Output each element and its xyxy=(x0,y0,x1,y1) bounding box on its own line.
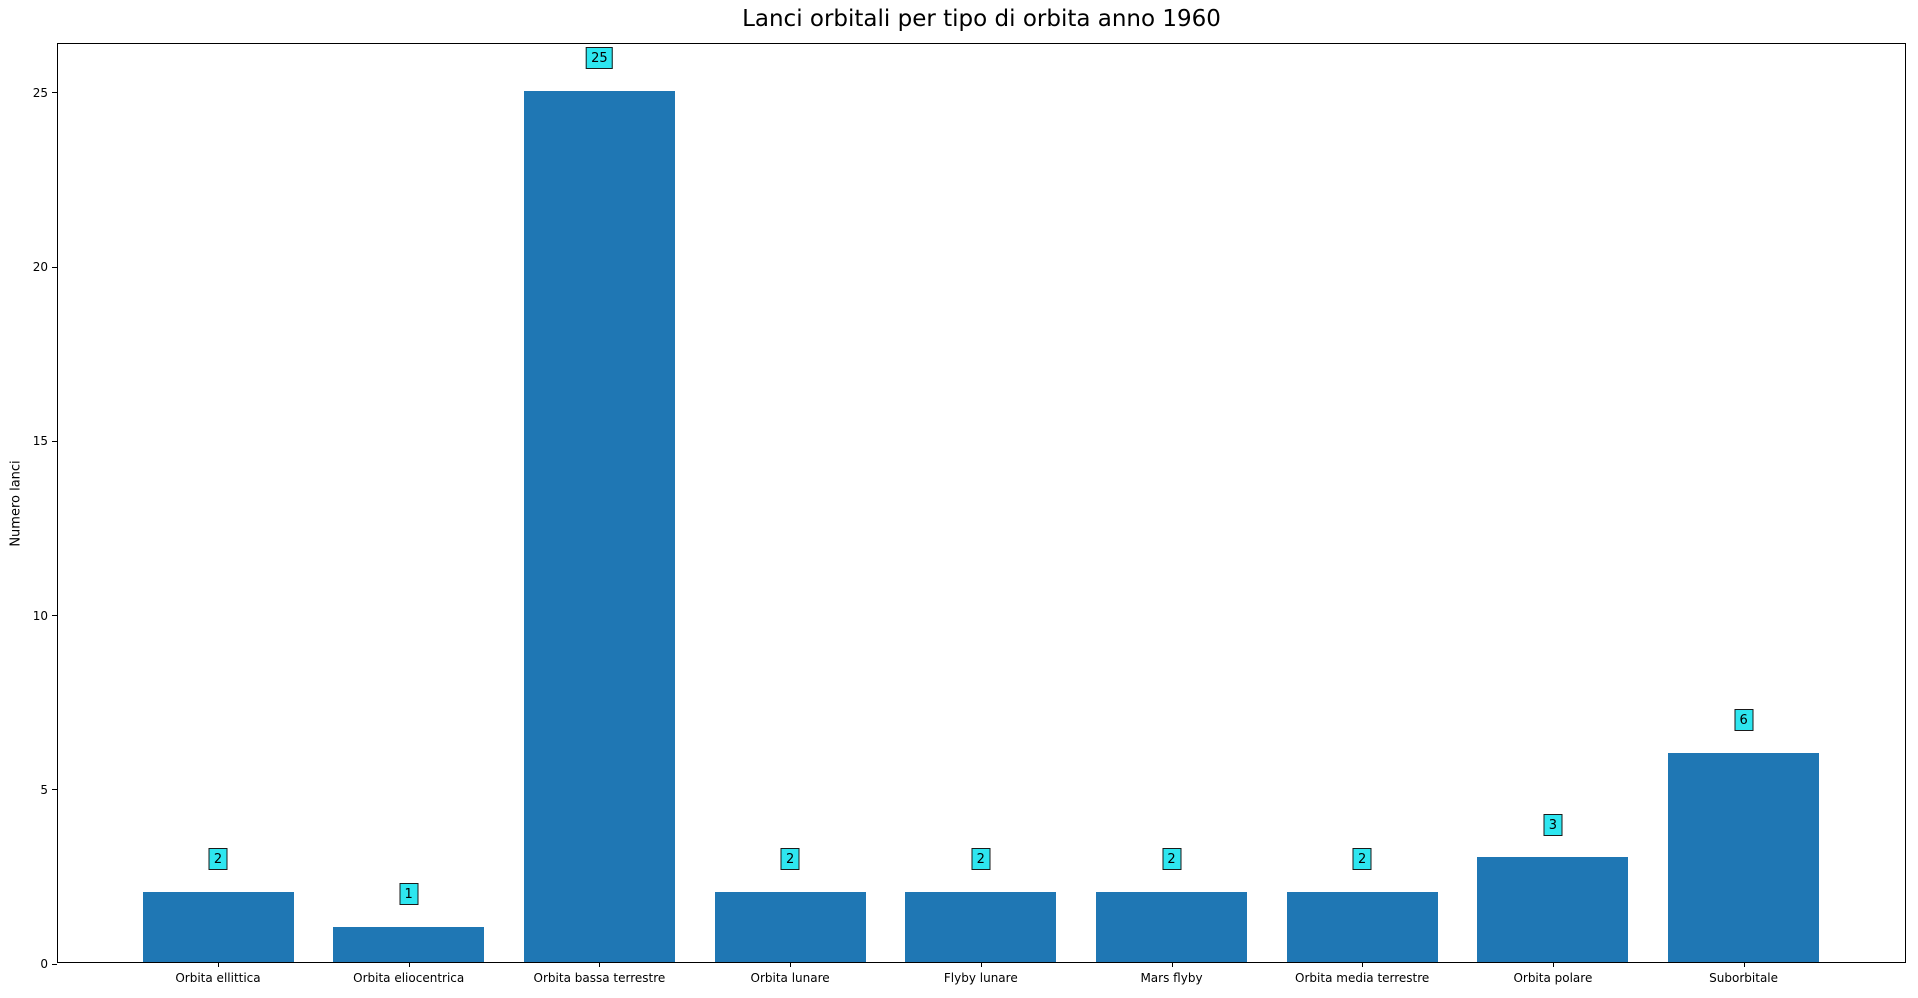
bar-orbita-polare xyxy=(1477,857,1629,962)
x-tick-label-suborbitale: Suborbitale xyxy=(1709,971,1779,985)
chart-title: Lanci orbitali per tipo di orbita anno 1… xyxy=(742,6,1221,32)
bar-orbita-media-terrestre xyxy=(1286,892,1438,962)
bar-value-label-orbita-ellittica: 2 xyxy=(208,848,228,871)
x-tick-label-orbita-bassa-terrestre: Orbita bassa terrestre xyxy=(533,971,666,985)
x-tick-label-flyby-lunare: Flyby lunare xyxy=(943,971,1018,985)
y-tick-25 xyxy=(52,92,57,94)
bar-value-label-flyby-lunare: 2 xyxy=(971,848,991,871)
y-tick-0 xyxy=(52,963,57,965)
x-tick-label-mars-flyby: Mars flyby xyxy=(1140,971,1203,985)
x-tick-label-orbita-lunare: Orbita lunare xyxy=(750,971,830,985)
bar-value-label-suborbitale: 6 xyxy=(1734,709,1754,732)
bar-orbita-eliocentrica xyxy=(333,927,485,962)
bar-orbita-bassa-terrestre xyxy=(523,90,675,962)
bar-suborbitale xyxy=(1668,752,1820,962)
x-tick-label-orbita-polare: Orbita polare xyxy=(1513,971,1593,985)
x-tick-label-orbita-media-terrestre: Orbita media terrestre xyxy=(1295,971,1430,985)
bar-value-label-orbita-eliocentrica: 1 xyxy=(399,883,419,906)
x-tick-orbita-polare xyxy=(1552,962,1554,967)
bar-orbita-lunare xyxy=(714,892,866,962)
bar-orbita-ellittica xyxy=(142,892,294,962)
bar-value-label-orbita-media-terrestre: 2 xyxy=(1352,848,1372,871)
bar-value-label-mars-flyby: 2 xyxy=(1162,848,1181,871)
y-axis-label-container: Numero lanci xyxy=(2,43,30,963)
y-tick-5 xyxy=(52,789,57,791)
y-tick-label-5: 5 xyxy=(40,782,48,797)
x-tick-suborbitale xyxy=(1743,962,1745,967)
y-tick-20 xyxy=(52,266,57,268)
x-tick-orbita-media-terrestre xyxy=(1362,962,1364,967)
bar-flyby-lunare xyxy=(905,892,1057,962)
x-tick-orbita-ellittica xyxy=(218,962,219,967)
x-tick-mars-flyby xyxy=(1171,962,1173,967)
y-tick-15 xyxy=(52,440,57,442)
y-tick-label-15: 15 xyxy=(32,434,48,449)
plot-area: 0 5 10 15 20 25 2 Orbita ellittica 1 Orbita elioc… xyxy=(33,43,1906,985)
bar-value-label-orbita-bassa-terrestre: 25 xyxy=(586,46,613,69)
y-tick-label-0: 0 xyxy=(40,957,48,971)
bar-value-label-orbita-polare: 3 xyxy=(1543,813,1563,836)
bar-value-label-orbita-lunare: 2 xyxy=(780,848,800,871)
y-axis-label: Numero lanci xyxy=(8,459,24,547)
y-tick-label-10: 10 xyxy=(32,608,48,623)
x-tick-orbita-bassa-terrestre xyxy=(599,962,601,967)
x-tick-orbita-eliocentrica xyxy=(408,962,410,967)
y-tick-10 xyxy=(52,615,57,616)
x-tick-orbita-lunare xyxy=(790,962,792,967)
x-tick-flyby-lunare xyxy=(980,962,982,967)
y-tick-label-20: 20 xyxy=(32,260,48,275)
y-tick-label-25: 25 xyxy=(32,85,48,100)
bar-mars-flyby xyxy=(1096,892,1247,962)
x-tick-label-orbita-eliocentrica: Orbita eliocentrica xyxy=(353,971,465,985)
x-tick-label-orbita-ellittica: Orbita ellittica xyxy=(175,971,261,985)
